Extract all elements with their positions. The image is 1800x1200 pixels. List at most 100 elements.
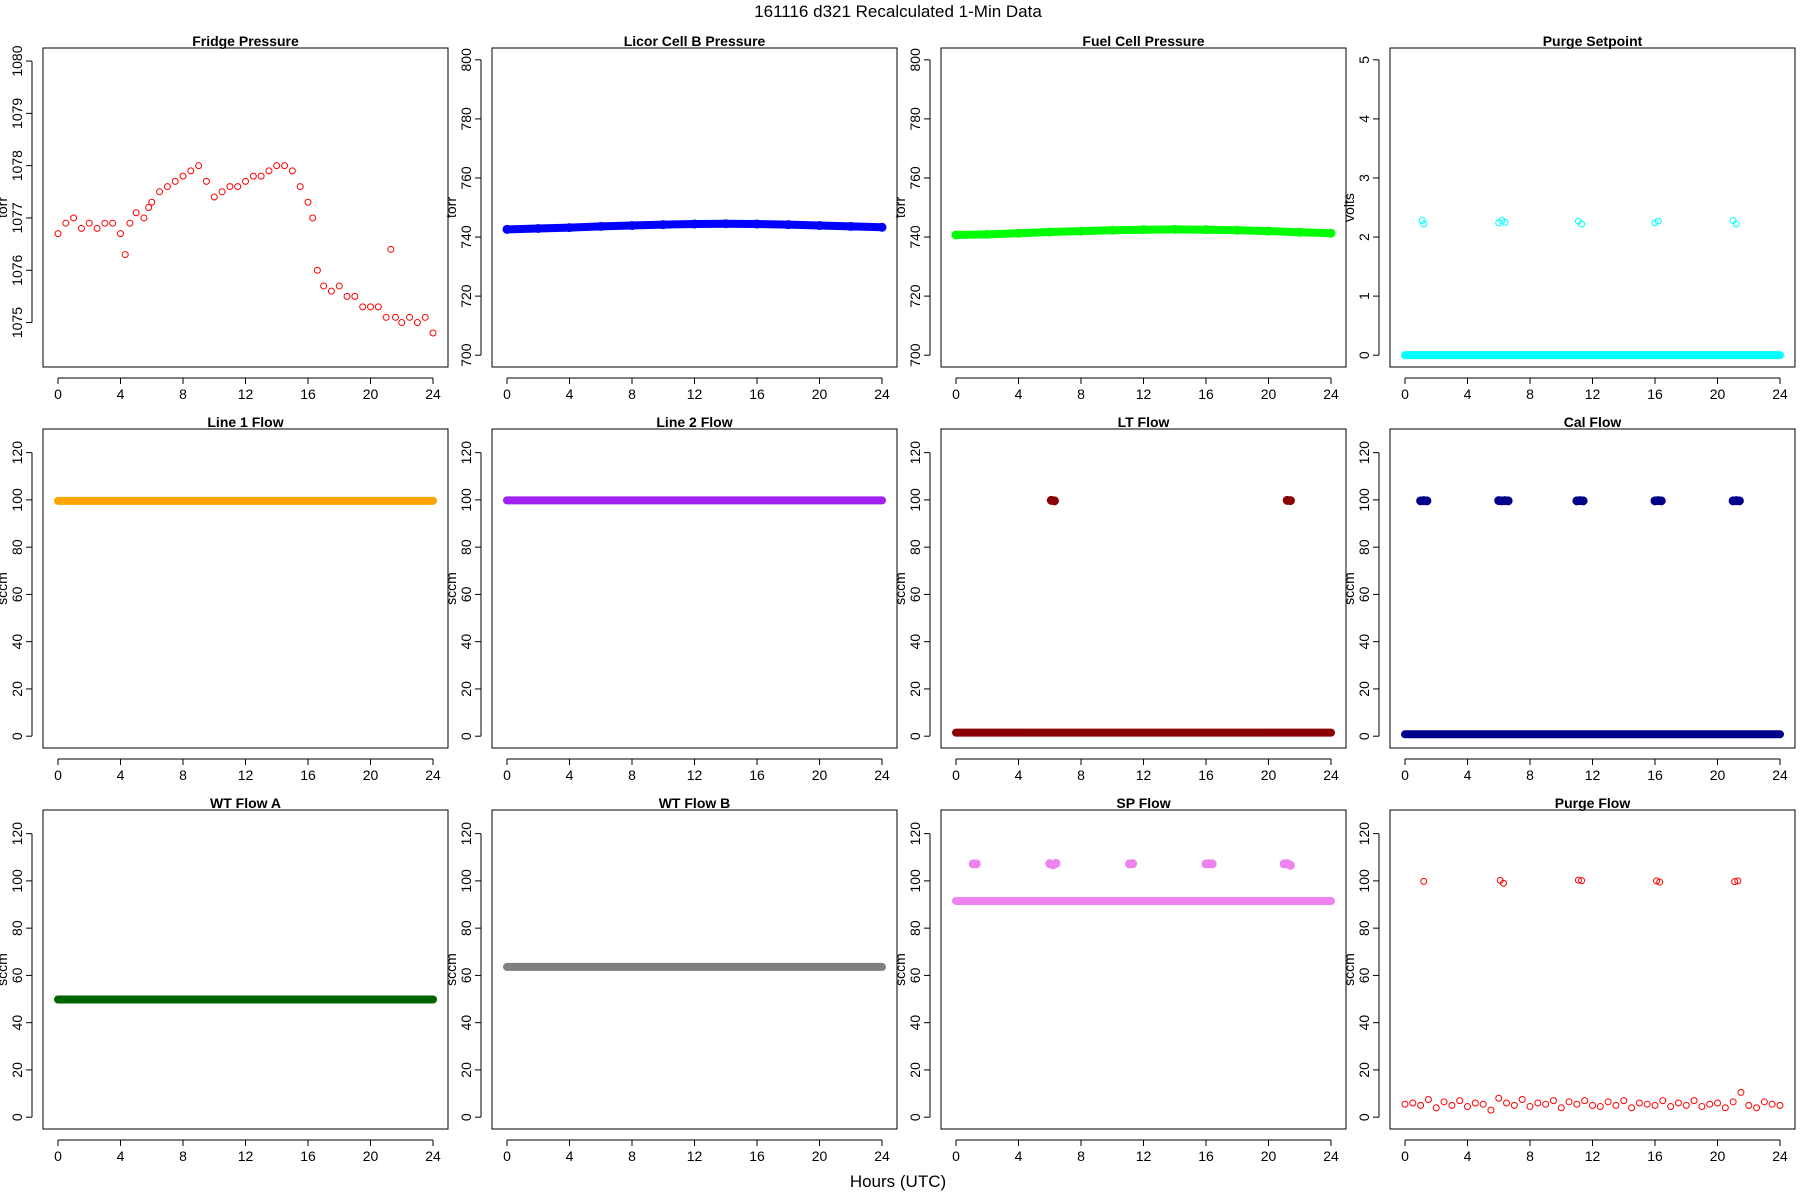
x-tick-label: 4 [566,1148,574,1164]
panel-wt-flow-a: WT Flow A sccm 0 4 8 12 16 20 24 0 20 40 60 80 100 120 [0,795,449,1164]
data-point [1776,1101,1784,1109]
y-axis-label: sccm [443,572,459,605]
data-point [1745,1101,1753,1109]
data-point [1503,1099,1511,1107]
x-tick-label: 0 [503,386,511,402]
data-point [1628,1104,1636,1112]
data-point [1734,877,1742,885]
data-point [627,221,637,231]
y-tick-label: 20 [907,681,923,697]
data-point [951,230,961,240]
data-point [121,251,129,259]
x-tick-label: 20 [1710,1148,1726,1164]
x-tick-label: 20 [812,767,828,783]
data-point [1417,1101,1425,1109]
data-point [1285,860,1295,870]
y-axis-label: torr [443,197,459,218]
data-point [1656,496,1666,506]
y-tick-label: 120 [9,822,25,846]
data-point [367,303,374,311]
x-tick-label: 16 [749,1148,765,1164]
x-tick-label: 12 [238,1148,254,1164]
x-tick-label: 16 [1198,767,1214,783]
panel-fridge-pressure: Fridge Pressure torr 0 4 8 12 16 20 24 1075 1076 10… [0,33,449,402]
x-tick-label: 20 [1261,1148,1277,1164]
x-tick-label: 0 [503,767,511,783]
x-tick-label: 8 [179,1148,187,1164]
data-point [1706,1100,1714,1108]
data-point [1518,1095,1526,1103]
x-tick-label: 12 [1136,386,1152,402]
data-point [1170,224,1180,234]
y-axis-label: torr [892,197,908,218]
data-point [1440,1098,1448,1106]
data-point [156,188,164,196]
y-tick-label: 760 [458,166,474,190]
y-tick-label: 100 [9,869,25,893]
y-tick-label: 80 [1356,539,1372,555]
x-tick-label: 0 [1401,386,1409,402]
y-tick-label: 20 [1356,1062,1372,1078]
data-point [1051,858,1061,868]
panel-title: LT Flow [1118,414,1170,430]
data-point [398,319,406,327]
y-tick-label: 40 [1356,634,1372,650]
x-tick-label: 24 [1772,1148,1788,1164]
data-point [1487,1106,1495,1114]
x-tick-label: 4 [1464,767,1472,783]
data-point [1014,228,1023,238]
data-point [382,313,390,321]
x-tick-label: 4 [1015,1148,1023,1164]
data-point [1620,1097,1628,1105]
y-tick-label: 3 [1356,174,1372,182]
y-tick-label: 800 [907,48,923,72]
x-tick-label: 12 [1585,1148,1601,1164]
x-tick-label: 12 [238,767,254,783]
data-point [202,177,210,185]
x-tick-label: 12 [238,386,254,402]
data-point [1464,1103,1471,1111]
data-point [1612,1101,1620,1109]
x-tick-label: 12 [687,1148,703,1164]
data-point [1656,878,1664,886]
y-tick-label: 0 [907,1113,923,1121]
y-tick-label: 1079 [9,98,25,129]
data-point [406,313,414,321]
data-point [296,183,304,191]
y-tick-label: 700 [458,343,474,367]
data-point [77,224,85,232]
data-point [273,162,281,170]
x-tick-label: 0 [54,1148,62,1164]
panel-sp-flow: SP Flow sccm 0 4 8 12 16 20 24 0 20 40 60 80 100 120 [892,795,1347,1164]
x-tick-label: 8 [1077,386,1085,402]
y-tick-label: 100 [458,488,474,512]
x-tick-label: 0 [952,767,960,783]
y-axis-label: sccm [892,572,908,605]
x-tick-label: 16 [1198,386,1214,402]
data-point [392,313,399,321]
y-axis-label: sccm [443,953,459,986]
y-tick-label: 0 [1356,1113,1372,1121]
y-tick-label: 20 [907,1062,923,1078]
data-point [62,219,70,227]
panel-title: Line 1 Flow [207,414,283,430]
data-point [109,219,117,227]
y-tick-label: 40 [9,1015,25,1031]
data-point [132,209,140,217]
data-point [1604,1098,1612,1106]
y-tick-label: 0 [1356,351,1372,359]
x-tick-label: 12 [687,386,703,402]
data-point [1495,1094,1503,1102]
x-tick-label: 8 [179,767,187,783]
data-point [1549,1097,1557,1105]
data-point [1139,225,1148,235]
panel-title: Cal Flow [1564,414,1622,430]
x-tick-label: 8 [1526,386,1534,402]
x-tick-label: 24 [1772,767,1788,783]
y-tick-label: 740 [458,225,474,249]
y-tick-label: 80 [907,920,923,936]
y-tick-label: 60 [9,967,25,983]
y-tick-label: 120 [9,441,25,465]
figure-title: 161116 d321 Recalculated 1-Min Data [754,2,1042,21]
y-tick-label: 100 [458,869,474,893]
